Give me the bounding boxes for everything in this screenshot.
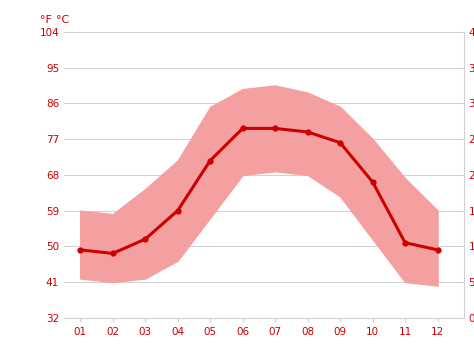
Text: °F: °F: [40, 15, 52, 25]
Text: °C: °C: [56, 15, 69, 25]
